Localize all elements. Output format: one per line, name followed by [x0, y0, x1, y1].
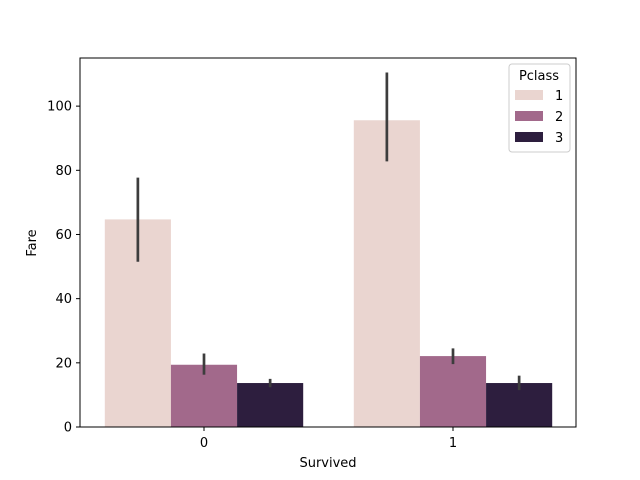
legend-swatch-3	[515, 132, 543, 142]
legend-label-2: 2	[555, 110, 563, 125]
x-axis-label: Survived	[299, 456, 356, 471]
y-tick-label: 20	[55, 356, 72, 371]
legend-swatch-1	[515, 90, 543, 100]
x-tick-label: 0	[200, 436, 208, 451]
bar-pclass-2-survived-1	[419, 356, 487, 427]
y-tick-label: 60	[55, 228, 72, 243]
legend-title: Pclass	[519, 69, 559, 84]
y-tick-label: 80	[55, 164, 72, 179]
bar-pclass-1-survived-1	[353, 120, 420, 427]
bars-layer	[104, 120, 553, 427]
y-tick-label: 0	[64, 421, 72, 436]
axes-frame	[79, 57, 577, 428]
legend-label-1: 1	[555, 89, 563, 104]
legend-swatch-2	[515, 111, 543, 121]
error-bars-layer	[136, 72, 521, 391]
legend-box	[508, 63, 571, 153]
y-axis-ticks: 0 20 40 60 80 100	[47, 100, 80, 436]
y-tick-label: 40	[55, 292, 72, 307]
legend: Pclass 1 2 3	[508, 63, 571, 153]
y-axis-label: Fare	[25, 229, 40, 256]
legend-items: 1 2 3	[515, 89, 563, 146]
bar-pclass-2-survived-0	[170, 364, 238, 427]
bar-pclass-3-survived-1	[486, 383, 553, 427]
legend-label-3: 3	[555, 131, 563, 146]
x-tick-label: 1	[449, 436, 457, 451]
y-tick-label: 100	[47, 100, 72, 115]
bar-pclass-3-survived-0	[237, 383, 304, 427]
